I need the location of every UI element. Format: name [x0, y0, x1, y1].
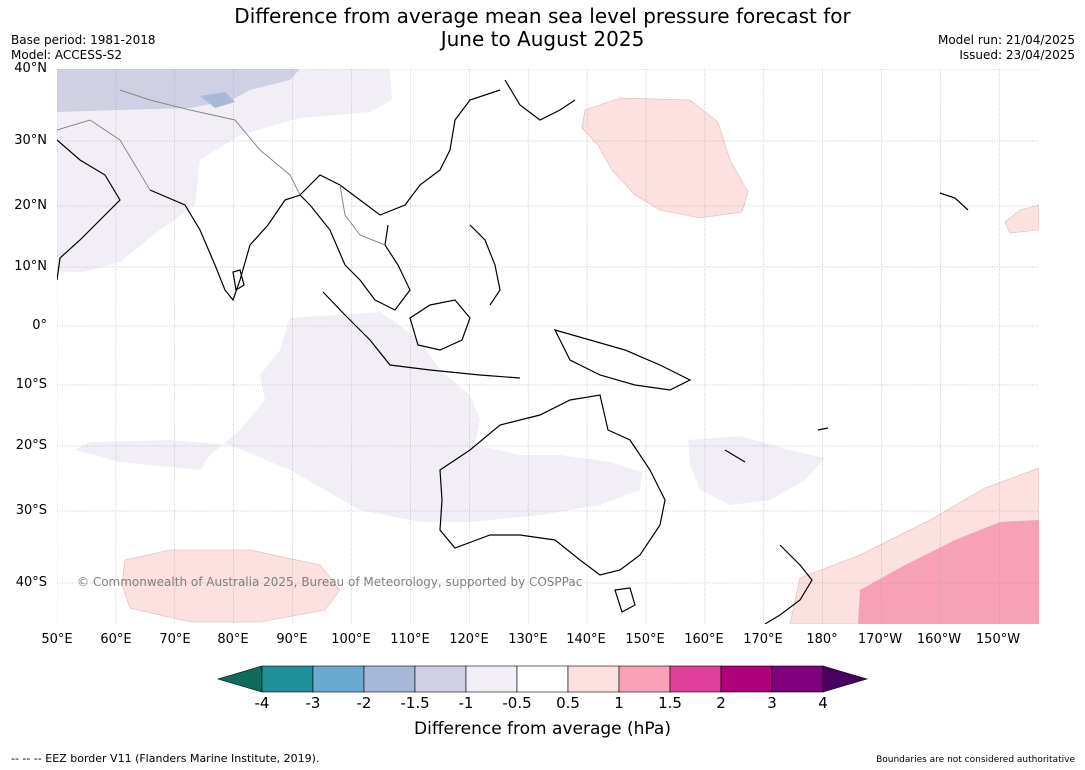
cb-tick-3: 3 [767, 694, 777, 712]
cb-tick-1: 1 [614, 694, 624, 712]
lat-label-0: 0° [32, 318, 47, 333]
anomaly-positive-east-pacific [1004, 204, 1039, 234]
lat-label-40s: 40°S [15, 575, 47, 590]
coast-borneo [409, 299, 471, 351]
cb-tick-4: 4 [818, 694, 828, 712]
colorbar-label: Difference from average (hPa) [414, 719, 671, 739]
cb-tick-m1: -1 [458, 694, 474, 712]
coast-tasmania [614, 587, 636, 613]
lon-label-80e: 80°E [217, 632, 249, 647]
lon-label-180: 180° [806, 632, 838, 647]
coast-new-caledonia [724, 449, 746, 463]
coast-china [299, 89, 501, 216]
copyright-notice: © Commonwealth of Australia 2025, Bureau… [77, 575, 583, 589]
border-iran [57, 119, 151, 191]
cb-tick-m3: -3 [305, 694, 321, 712]
coastlines [57, 79, 969, 624]
anomaly-negative-himalaya [200, 92, 235, 108]
colorbar-box-7 [567, 665, 620, 693]
border-south-asia [119, 89, 301, 196]
coast-australia [439, 394, 666, 576]
lon-label-50e: 50°E [41, 632, 73, 647]
cb-tick-0-5: 0.5 [556, 694, 580, 712]
colorbar-box-11 [771, 665, 824, 693]
meta-right: Model run: 21/04/2025 Issued: 23/04/2025 [938, 33, 1075, 63]
lon-label-140e: 140°E [566, 632, 606, 647]
coast-hawaii [939, 192, 969, 211]
colorbar-box-5 [465, 665, 518, 693]
map-title: Difference from average mean sea level p… [0, 5, 1085, 51]
graticule [57, 69, 1039, 624]
colorbar-min-arrow [216, 665, 263, 693]
coast-sumatra-java [322, 291, 521, 379]
coast-philippines [469, 224, 501, 306]
cb-tick-m4: -4 [254, 694, 270, 712]
meta-left: Base period: 1981-2018 Model: ACCESS-S2 [11, 33, 156, 63]
anomaly-negative-north-india [57, 69, 392, 272]
lat-label-30n: 30°N [14, 133, 47, 148]
lon-label-90e: 90°E [276, 632, 308, 647]
anomaly-positive-south-pacific [858, 520, 1039, 624]
coast-new-zealand [764, 544, 813, 624]
colorbar-box-2 [312, 665, 365, 693]
lat-label-10n: 10°N [14, 259, 47, 274]
title-line-2: June to August 2025 [440, 27, 645, 51]
lon-label-160w: 160°W [916, 632, 962, 647]
colorbar-box-8 [618, 665, 671, 693]
base-period: Base period: 1981-2018 [11, 33, 156, 47]
cb-tick-m2: -2 [356, 694, 372, 712]
lon-label-60e: 60°E [100, 632, 132, 647]
issued-date: Issued: 23/04/2025 [959, 48, 1075, 62]
coast-sri-lanka [232, 269, 245, 291]
model-run: Model run: 21/04/2025 [937, 33, 1075, 47]
lon-label-100e: 100°E [331, 632, 371, 647]
lon-label-170e: 170°E [743, 632, 783, 647]
lon-label-70e: 70°E [159, 632, 191, 647]
lon-label-110e: 110°E [390, 632, 430, 647]
lon-label-150e: 150°E [625, 632, 665, 647]
lon-label-160e: 160°E [684, 632, 724, 647]
anomaly-negative-coral-sea [688, 436, 825, 505]
lat-label-20n: 20°N [14, 198, 47, 213]
colorbar-box-1 [261, 665, 314, 693]
lat-label-20s: 20°S [15, 438, 47, 453]
lat-label-30s: 30°S [15, 503, 47, 518]
model-name: Model: ACCESS-S2 [11, 48, 123, 62]
colorbar-box-6 [516, 665, 569, 693]
title-line-1: Difference from average mean sea level p… [234, 4, 851, 28]
lat-label-40n: 40°N [14, 61, 47, 76]
colorbar-box-10 [720, 665, 773, 693]
anomaly-positive-north-pacific [581, 97, 749, 219]
coast-arabia [57, 139, 121, 281]
lon-label-170w: 170°W [857, 632, 903, 647]
country-borders [57, 89, 386, 246]
cb-tick-2: 2 [716, 694, 726, 712]
boundaries-disclaimer: Boundaries are not considered authoritat… [876, 755, 1075, 765]
anomaly-positive-south-indian [121, 549, 341, 623]
colorbar-box-9 [669, 665, 722, 693]
cb-tick-m0-5: -0.5 [502, 694, 532, 712]
anomaly-negative-tibet [57, 69, 300, 112]
colorbar-max-arrow [822, 665, 869, 693]
coast-japan [504, 79, 576, 121]
coast-india [149, 189, 346, 302]
map-field [57, 69, 1039, 624]
lon-label-120e: 120°E [449, 632, 489, 647]
coast-indochina [344, 224, 411, 311]
cb-tick-m1-5: -1.5 [400, 694, 430, 712]
lat-label-10s: 10°S [15, 377, 47, 392]
lon-label-130e: 130°E [508, 632, 548, 647]
colorbar-box-4 [414, 665, 467, 693]
coast-new-guinea [553, 329, 692, 391]
eez-note: -- -- -- EEZ border V11 (Flanders Marine… [11, 752, 320, 765]
cb-tick-1-5: 1.5 [658, 694, 682, 712]
anomaly-negative-indian-ocean [75, 312, 642, 522]
coast-fiji [817, 427, 829, 431]
border-southeast-asia [339, 184, 386, 246]
colorbar-box-3 [363, 665, 416, 693]
lon-label-150w: 150°W [975, 632, 1021, 647]
